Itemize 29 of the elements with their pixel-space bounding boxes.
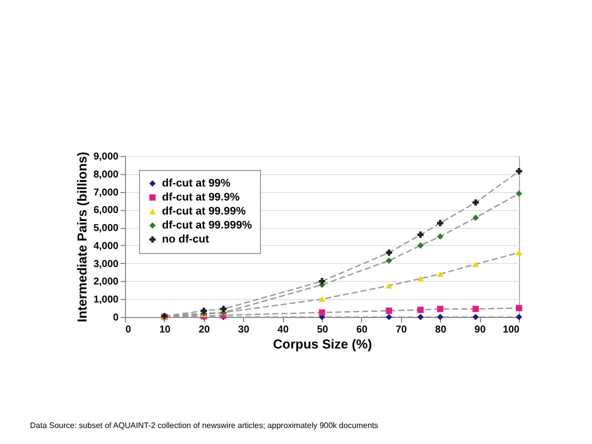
y-tick-label: 1,000 [93,294,119,306]
x-tick-label: 20 [198,324,210,336]
legend-label: df-cut at 99.99% [162,206,246,218]
y-tick-label: 3,000 [93,258,119,270]
legend-label: df-cut at 99.9% [162,192,240,204]
x-tick-label: 80 [435,324,447,336]
y-tick-label: 6,000 [93,205,119,216]
x-tick-label: 100 [502,324,520,336]
y-tick-label: 0 [112,312,119,324]
x-tick-label: 50 [316,324,328,336]
legend-label: df-cut at 99.999% [162,220,252,232]
x-axis-title: Corpus Size (%) [273,336,372,352]
x-tick-label: 40 [278,324,290,336]
y-tick-label: 9,000 [93,152,119,162]
legend-label: no df-cut [162,234,210,246]
x-tick-label: 60 [356,324,368,336]
y-tick-label: 4,000 [93,240,119,252]
x-tick-label: 10 [159,324,171,336]
y-tick-label: 8,000 [93,169,119,180]
y-tick-label: 5,000 [93,223,119,234]
y-tick-label: 2,000 [93,276,119,288]
y-tick-label: 7,000 [93,187,119,198]
x-tick-label: 30 [238,324,250,336]
source-note: Data Source: subset of AQUAINT-2 collection of newswire articles; approximately 900k documents [30,421,378,430]
legend-label: df-cut at 99% [162,178,231,190]
x-tick-label: 70 [396,324,408,336]
y-axis-title: Intermediate Pairs (billions) [74,152,90,322]
x-tick-label: 90 [474,324,486,336]
x-tick-label: 0 [126,324,132,336]
